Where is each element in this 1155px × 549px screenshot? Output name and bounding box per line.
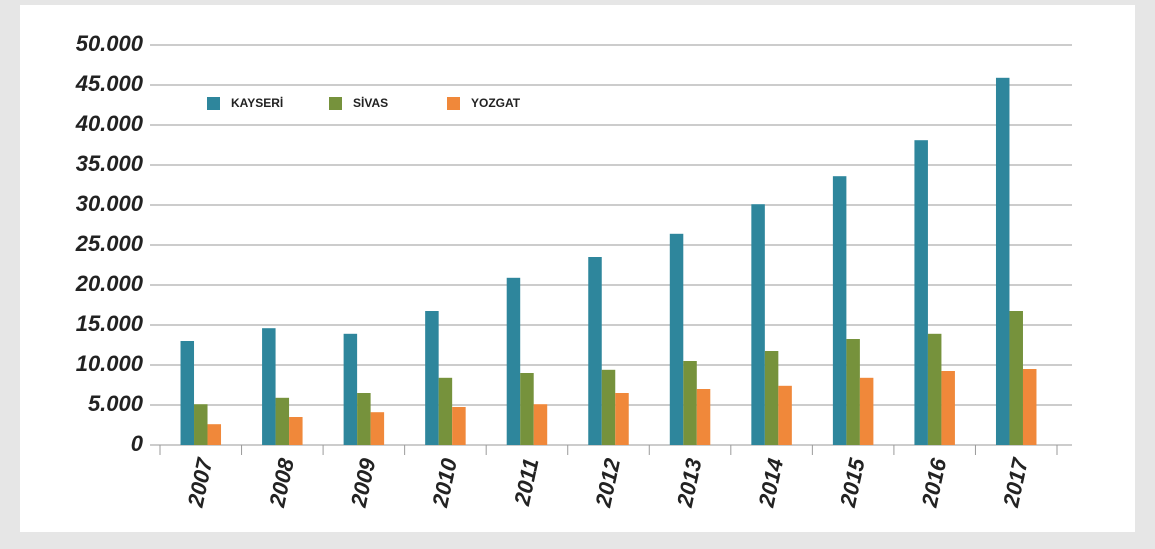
bar (275, 397, 290, 445)
y-tick-label: 5.000 (88, 391, 144, 416)
bar (683, 361, 697, 445)
y-tick-label: 45.000 (75, 71, 144, 96)
y-tick-label: 10.000 (76, 351, 144, 376)
bar (425, 311, 439, 445)
bar (914, 140, 928, 445)
bar (927, 333, 942, 445)
bar (832, 176, 847, 445)
bar (601, 369, 616, 445)
bar (764, 351, 779, 445)
y-tick-label: 20.000 (75, 271, 144, 296)
bar (615, 393, 629, 445)
bar (859, 377, 874, 445)
bar (357, 393, 371, 445)
y-tick-label: 15.000 (76, 311, 144, 336)
y-tick-label: 40.000 (75, 111, 144, 136)
legend-label: SİVAS (353, 95, 388, 110)
bar (194, 404, 208, 445)
bar (533, 404, 548, 445)
bar (180, 341, 195, 445)
y-tick-label: 25.000 (75, 231, 144, 256)
panel (20, 5, 1135, 532)
bar (452, 407, 466, 445)
legend-swatch (447, 97, 460, 110)
bar (846, 339, 860, 445)
bar (289, 417, 303, 445)
y-tick-label: 30.000 (76, 191, 144, 216)
bar (778, 385, 792, 445)
y-tick-label: 50.000 (76, 31, 144, 56)
legend-label: KAYSERİ (231, 95, 283, 110)
legend-swatch (329, 97, 342, 110)
legend-swatch (207, 97, 220, 110)
bar (696, 389, 711, 445)
bar (520, 373, 534, 445)
bar (506, 277, 521, 445)
bar (438, 377, 453, 445)
bar (1009, 311, 1023, 445)
bar (941, 371, 955, 445)
bar (370, 412, 385, 445)
y-tick-label: 35.000 (76, 151, 144, 176)
bar (207, 424, 222, 445)
y-tick-label: 0 (131, 431, 144, 456)
bar (1022, 369, 1037, 445)
bar (262, 328, 276, 445)
bar (343, 333, 358, 445)
bar (588, 257, 602, 445)
bar (995, 77, 1010, 446)
legend-label: YOZGAT (471, 96, 521, 110)
bar (669, 233, 684, 445)
bar (751, 204, 765, 445)
